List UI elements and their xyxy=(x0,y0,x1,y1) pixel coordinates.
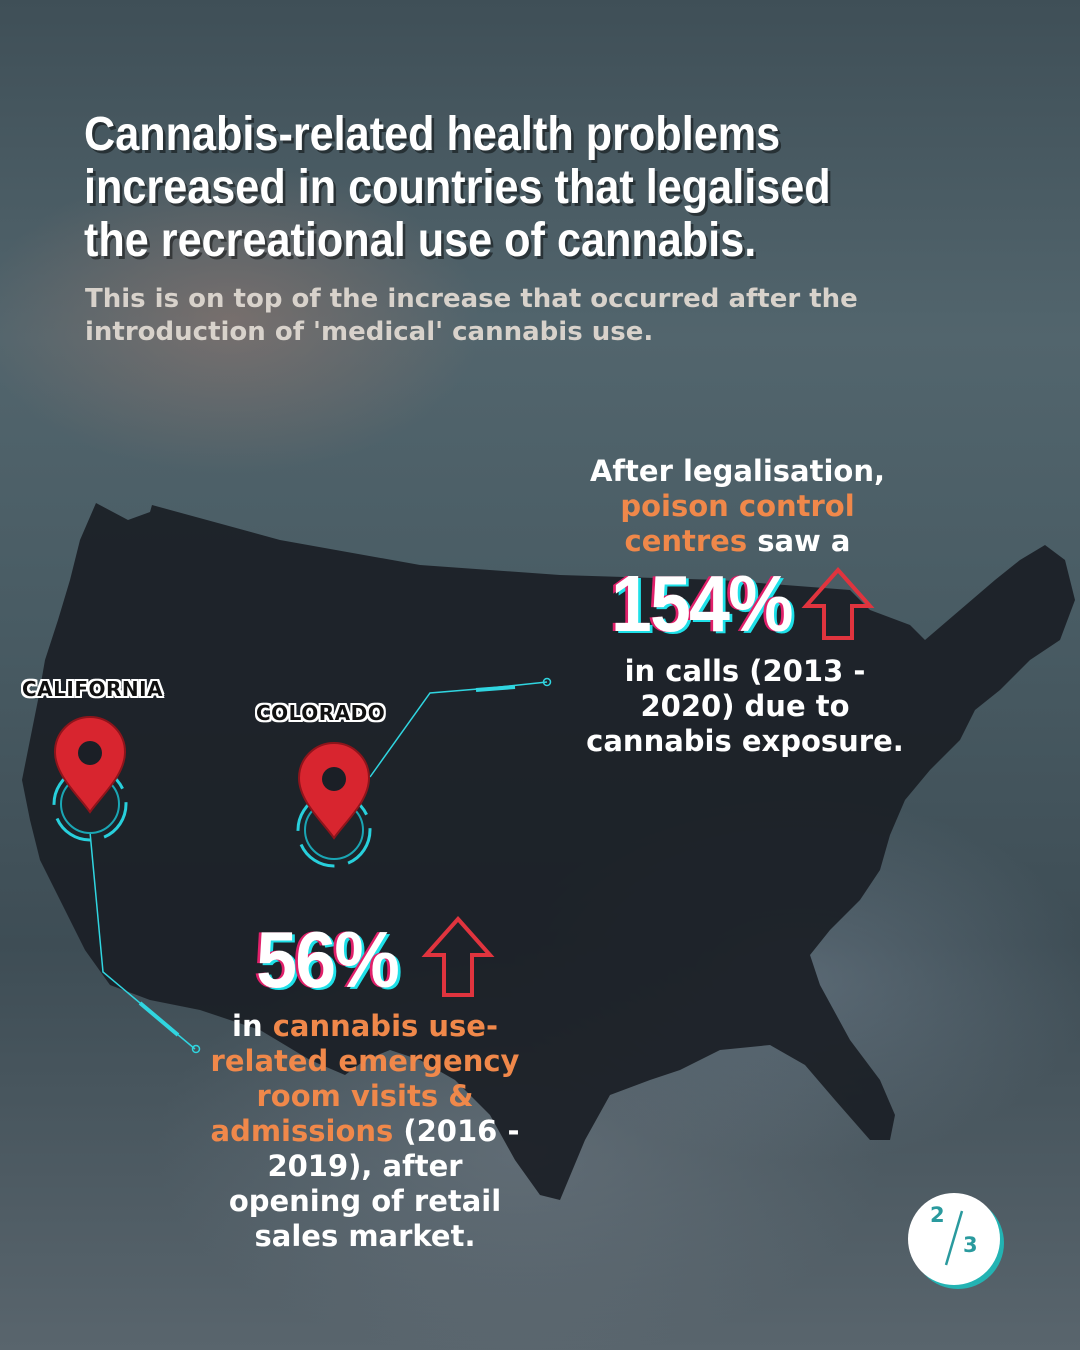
er-stat-value: 56% xyxy=(256,915,400,1004)
er-line-7: opening of retail xyxy=(228,1184,502,1218)
page-indicator: 2 3 xyxy=(908,1193,1000,1285)
up-arrow-icon-56 xyxy=(421,915,495,997)
er-detail: in cannabis use- related emergency room … xyxy=(195,1009,535,1254)
poison-detail-line-1: in calls (2013 - xyxy=(624,654,866,688)
er-line-8: sales market. xyxy=(254,1219,476,1253)
page-divider-slash xyxy=(944,1210,964,1266)
colorado-pin-icon xyxy=(296,742,372,868)
poison-highlight-line-2: centres xyxy=(624,524,748,558)
poison-intro-line-2: saw a xyxy=(747,524,851,558)
california-pin-icon xyxy=(52,716,128,842)
colorado-label: COLORADO xyxy=(256,701,386,725)
page-total: 3 xyxy=(963,1233,978,1257)
er-highlight-line-3: room visits & xyxy=(256,1079,474,1113)
er-line-6: 2019), after xyxy=(267,1149,463,1183)
poison-intro-line-1: After legalisation, xyxy=(589,454,886,488)
er-highlight-line-4: admissions xyxy=(210,1114,394,1148)
er-highlight-line-1: cannabis use- xyxy=(272,1009,498,1043)
poison-detail-line-3: cannabis exposure. xyxy=(586,724,904,758)
california-label: CALIFORNIA xyxy=(22,677,164,701)
page-title: Cannabis-related health problems increas… xyxy=(84,108,831,267)
poison-detail: in calls (2013 - 2020) due to cannabis e… xyxy=(560,654,930,759)
colorado-connector-line xyxy=(369,681,548,778)
poison-intro: After legalisation, poison control centr… xyxy=(560,454,915,559)
page-current: 2 xyxy=(930,1203,945,1227)
er-suffix-1: (2016 - xyxy=(393,1114,520,1148)
poison-highlight-line-1: poison control xyxy=(620,489,855,523)
poison-detail-line-2: 2020) due to xyxy=(640,689,850,723)
up-arrow-icon-154 xyxy=(801,566,875,640)
er-prefix: in xyxy=(232,1009,273,1043)
page-subtitle: This is on top of the increase that occu… xyxy=(85,284,858,347)
poison-stat-value: 154% xyxy=(610,559,794,648)
er-highlight-line-2: related emergency xyxy=(210,1044,520,1078)
